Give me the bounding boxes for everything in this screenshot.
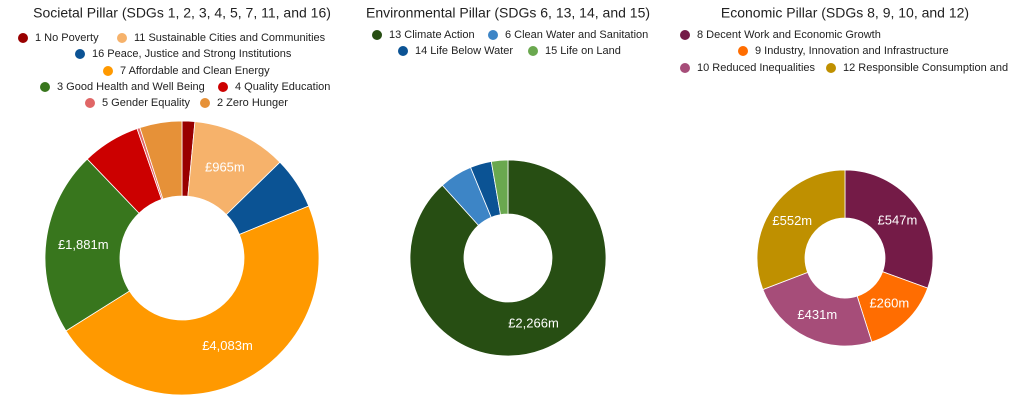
- chart-title: Environmental Pillar (SDGs 6, 13, 14, an…: [366, 5, 650, 21]
- value-label: £552m: [772, 213, 812, 228]
- legend-label: 2 Zero Hunger: [217, 97, 288, 109]
- legend-marker: [117, 33, 127, 43]
- legend-marker: [680, 63, 690, 73]
- donut-slice: [409, 159, 607, 357]
- legend-label: 7 Affordable and Clean Energy: [120, 65, 270, 77]
- legend-label: 8 Decent Work and Economic Growth: [697, 29, 881, 41]
- legend-label: 10 Reduced Inequalities: [697, 62, 816, 74]
- legend-marker: [488, 30, 498, 40]
- value-label: £4,083m: [202, 338, 253, 353]
- legend-marker: [40, 82, 50, 92]
- legend-label: 13 Climate Action: [389, 29, 475, 41]
- legend-marker: [18, 33, 28, 43]
- legend-marker: [398, 46, 408, 56]
- legend-label: 6 Clean Water and Sanitation: [505, 29, 648, 41]
- donut-slice: [762, 271, 873, 347]
- legend-marker: [103, 66, 113, 76]
- legend-label: 14 Life Below Water: [415, 45, 513, 57]
- legend-label: 11 Sustainable Cities and Communities: [134, 32, 326, 44]
- chart-title: Economic Pillar (SDGs 8, 9, 10, and 12): [721, 5, 969, 21]
- donut-slice: [65, 205, 320, 396]
- donut-slice: [756, 169, 846, 291]
- legend-marker: [826, 63, 836, 73]
- legend-label: 5 Gender Equality: [102, 97, 191, 109]
- legend-label: 12 Responsible Consumption and: [843, 62, 1008, 74]
- donut-slice: [844, 169, 934, 289]
- value-label: £965m: [205, 160, 245, 175]
- legend-marker: [738, 46, 748, 56]
- donut-slice: [490, 159, 509, 216]
- value-label: £431m: [797, 307, 837, 322]
- donut-slice: [44, 158, 140, 332]
- legend-marker: [85, 98, 95, 108]
- legend-label: 9 Industry, Innovation and Infrastructur…: [755, 45, 949, 57]
- legend-marker: [218, 82, 228, 92]
- value-label: £2,266m: [508, 316, 559, 331]
- legend-label: 3 Good Health and Well Being: [57, 81, 205, 93]
- legend-label: 1 No Poverty: [35, 32, 99, 44]
- donut-slice: [139, 120, 183, 200]
- legend-marker: [680, 30, 690, 40]
- value-label: £1,881m: [58, 237, 109, 252]
- legend-marker: [372, 30, 382, 40]
- value-label: £260m: [869, 296, 909, 311]
- legend-label: 15 Life on Land: [545, 45, 621, 57]
- legend-marker: [528, 46, 538, 56]
- legend-label: 4 Quality Education: [235, 81, 330, 93]
- legend-label: 16 Peace, Justice and Strong Institution…: [92, 48, 292, 60]
- legend-marker: [75, 49, 85, 59]
- value-label: £547m: [878, 213, 918, 228]
- chart-title: Societal Pillar (SDGs 1, 2, 3, 4, 5, 7, …: [33, 5, 331, 21]
- legend-marker: [200, 98, 210, 108]
